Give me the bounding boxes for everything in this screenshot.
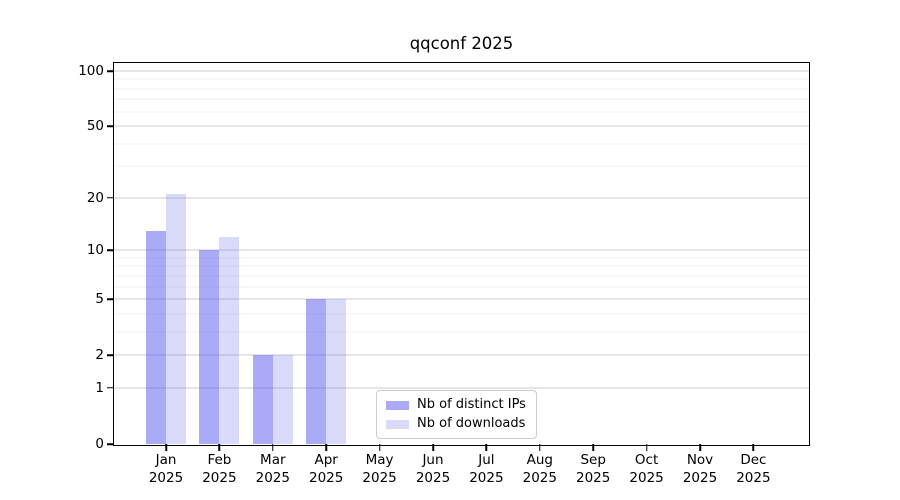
legend-item-distinct-ips: Nb of distinct IPs [386,398,526,412]
x-tick-label-dec: Dec 2025 [736,452,771,486]
gridline-minor [114,143,809,145]
gridline-minor [114,275,809,277]
plot-area: Nb of distinct IPs Nb of downloads 0 1 2 5 1… [78,62,810,486]
y-tick-label: 1 [95,379,104,396]
y-tick-label: 50 [86,118,104,135]
gridline-major [114,125,809,127]
gridline-minor [114,331,809,333]
x-tick [645,444,648,451]
y-tick [107,197,113,199]
x-tick [485,444,488,451]
x-tick-label-feb: Feb 2025 [202,452,237,486]
legend-item-downloads: Nb of downloads [386,417,526,431]
bar-distinct-ips-mar [252,355,273,444]
x-tick-label-nov: Nov 2025 [682,452,718,486]
gridline-minor [114,313,809,315]
y-tick-label: 100 [78,63,104,79]
x-tick-label-oct: Oct 2025 [629,452,664,486]
chart-title: qqconf 2025 [409,34,514,53]
gridline-minor [114,88,809,90]
legend: Nb of distinct IPs Nb of downloads [376,390,537,439]
gridline-major [114,197,809,199]
x-tick [752,444,755,451]
gridline-minor [114,257,809,259]
bar-distinct-ips-jan [146,230,166,444]
bar-distinct-ips-feb [199,250,220,444]
bar-distinct-ips-apr [306,299,327,444]
gridline-minor [114,98,809,100]
x-tick-label-may: May 2025 [362,452,397,486]
bar-downloads-feb [219,236,240,444]
gridline-minor [114,111,809,113]
y-tick-label: 10 [86,242,104,259]
x-tick [592,444,594,451]
x-tick-label-sep: Sep 2025 [576,452,611,486]
y-tick [107,298,113,300]
legend-label-downloads: Nb of downloads [417,416,526,431]
gridline-major [114,387,809,389]
gridline-major [114,354,809,356]
x-tick [165,444,167,451]
x-tick [432,444,434,451]
bar-downloads-apr [326,299,347,444]
gridline-minor [114,265,809,267]
gridline-minor [114,78,809,80]
y-tick [107,354,113,356]
bar-downloads-jan [166,194,186,444]
x-tick-label-jan: Jan 2025 [148,452,184,486]
y-tick-label: 0 [95,436,104,452]
x-tick-label-mar: Mar 2025 [255,452,290,486]
gridline-major [114,70,809,72]
gridline-major [114,298,809,300]
y-tick [107,249,113,251]
legend-label-distinct-ips: Nb of distinct IPs [417,397,526,412]
x-tick [218,444,221,451]
x-tick [539,444,541,451]
legend-swatch-distinct-ips-icon [386,400,409,410]
gridline-minor [114,286,809,288]
bar-downloads-mar [272,355,293,444]
gridline-minor [114,165,809,167]
x-tick [272,444,274,451]
y-tick-label: 5 [95,291,104,308]
y-tick [107,387,113,389]
y-tick-label: 20 [86,189,104,206]
x-tick-label-jul: Jul 2025 [469,452,504,486]
y-tick [107,125,113,127]
x-tick-label-apr: Apr 2025 [309,452,344,486]
x-tick-label-jun: Jun 2025 [415,452,451,486]
x-tick [378,444,381,451]
y-tick-label: 2 [95,347,104,364]
legend-swatch-downloads-icon [386,419,409,429]
y-tick [107,443,113,445]
x-tick [699,444,701,451]
y-tick [107,70,113,72]
gridline-major [114,249,809,251]
x-tick-label-aug: Aug 2025 [522,452,557,486]
x-tick [325,444,327,451]
